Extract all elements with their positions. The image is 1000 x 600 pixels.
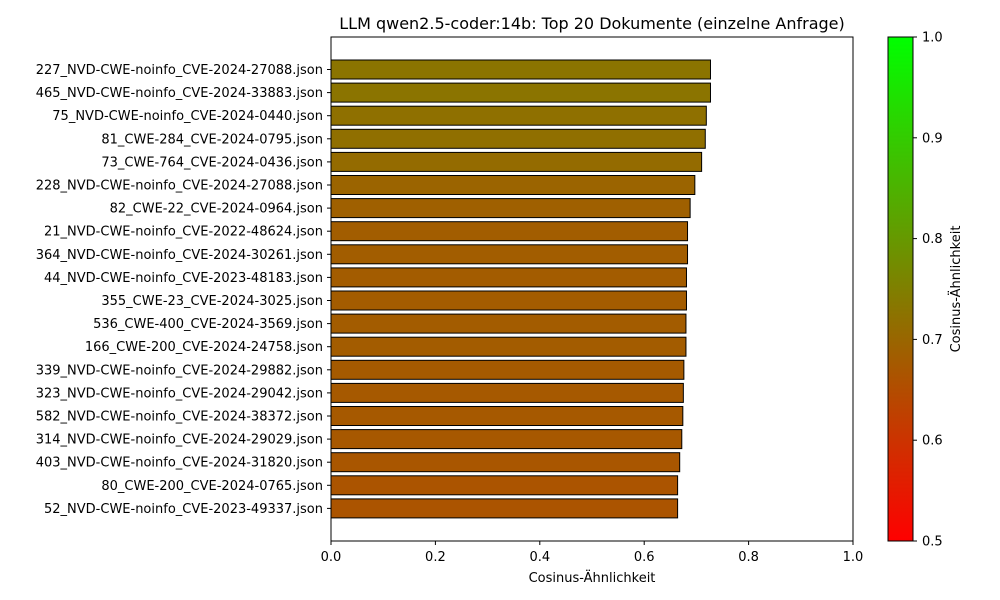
y-tick-label: 465_NVD-CWE-noinfo_CVE-2024-33883.json [36,86,323,101]
y-tick-label: 364_NVD-CWE-noinfo_CVE-2024-30261.json [36,248,323,263]
y-tick-label: 166_CWE-200_CVE-2024-24758.json [85,340,323,355]
plot-frame [330,36,854,542]
y-tick-label: 227_NVD-CWE-noinfo_CVE-2024-27088.json [36,63,323,78]
bar [330,313,687,334]
bars-layer [330,59,711,519]
bar [330,267,687,288]
bar [330,198,691,219]
x-axis-label: Cosinus-Ähnlichkeit [529,570,656,586]
y-tick-label: 536_CWE-400_CVE-2024-3569.json [93,317,323,332]
bar [330,151,703,172]
y-tick-labels: 227_NVD-CWE-noinfo_CVE-2024-27088.json 46… [36,63,331,517]
y-tick-label: 21_NVD-CWE-noinfo_CVE-2022-48624.json [44,225,323,240]
y-tick-label: 75_NVD-CWE-noinfo_CVE-2024-0440.json [52,109,323,124]
y-tick-label: 73_CWE-764_CVE-2024-0436.json [101,155,323,170]
y-tick-label: 52_NVD-CWE-noinfo_CVE-2023-49337.json [44,502,323,517]
x-tick-label: 1.0 [843,550,864,565]
colorbar [887,36,914,542]
y-tick-label: 339_NVD-CWE-noinfo_CVE-2024-29882.json [36,363,323,378]
colorbar-tick-labels: 0.5 0.6 0.7 0.8 0.9 1.0 [913,31,943,550]
x-tick-label: 0.6 [634,550,655,565]
y-tick-label: 81_CWE-284_CVE-2024-0795.json [101,132,323,147]
y-tick-label: 323_NVD-CWE-noinfo_CVE-2024-29042.json [36,386,323,401]
bar [330,59,711,80]
bar [330,452,681,473]
colorbar-tick-label: 0.6 [922,434,943,449]
bar [330,406,684,426]
bar [330,290,687,311]
bar [330,475,679,496]
colorbar-tick-label: 0.8 [922,232,943,247]
colorbar-label: Cosinus-Ähnlichkeit [948,226,964,353]
colorbar-tick-label: 1.0 [922,31,943,46]
y-tick-label: 44_NVD-CWE-noinfo_CVE-2023-48183.json [44,271,323,286]
x-tick-label: 0.8 [738,550,759,565]
bar [330,336,687,357]
y-tick-label: 403_NVD-CWE-noinfo_CVE-2024-31820.json [36,456,323,471]
bar [330,82,711,103]
y-tick-label: 80_CWE-200_CVE-2024-0765.json [101,479,323,494]
y-tick-label: 355_CWE-23_CVE-2024-3025.json [101,294,323,309]
bar [330,221,689,242]
x-tick-label: 0.4 [529,550,550,565]
chart-title: LLM qwen2.5-coder:14b: Top 20 Dokumente … [339,14,845,33]
bar [330,498,679,519]
bar [330,128,706,149]
bar [330,244,689,265]
y-tick-label: 82_CWE-22_CVE-2024-0964.json [110,202,323,217]
colorbar-tick-label: 0.7 [922,333,943,348]
bar [330,429,683,450]
x-tick-label: 0.0 [321,550,342,565]
bar [330,359,685,380]
colorbar-tick-label: 0.5 [922,535,943,550]
x-tick-labels: 0.0 0.2 0.4 0.6 0.8 1.0 [321,541,864,565]
y-tick-label: 228_NVD-CWE-noinfo_CVE-2024-27088.json [36,179,323,194]
bar [330,382,684,403]
y-tick-label: 582_NVD-CWE-noinfo_CVE-2024-38372.json [36,410,323,425]
bar [330,175,696,195]
x-tick-label: 0.2 [425,550,446,565]
y-tick-label: 314_NVD-CWE-noinfo_CVE-2024-29029.json [36,433,323,448]
bar [330,105,707,126]
colorbar-tick-label: 0.9 [922,131,943,146]
